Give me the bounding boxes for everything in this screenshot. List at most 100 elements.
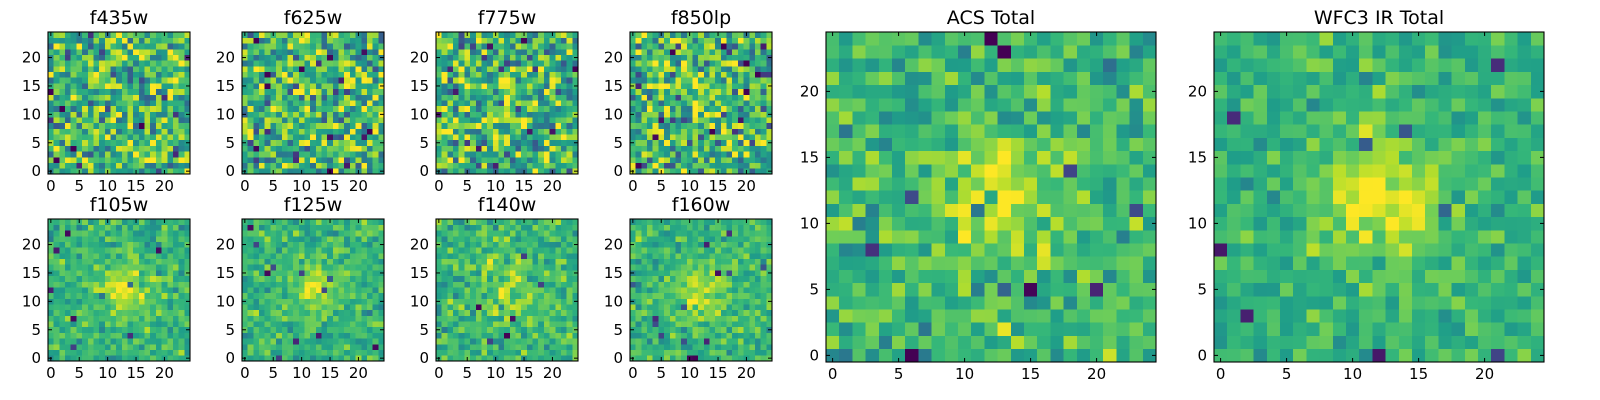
- heatmap-cell: [692, 292, 699, 299]
- heatmap-cell: [555, 83, 562, 90]
- heatmap-cell: [287, 134, 294, 141]
- heatmap-cell: [264, 71, 271, 78]
- heatmap-cell: [59, 168, 66, 175]
- heatmap-cell: [144, 338, 151, 345]
- heatmap-cell: [675, 287, 682, 294]
- heatmap-cell: [526, 49, 533, 56]
- heatmap-cell: [526, 71, 533, 78]
- heatmap-cell: [259, 145, 266, 152]
- heatmap-cell: [59, 145, 66, 152]
- heatmap-cell: [355, 37, 362, 44]
- heatmap-cell: [259, 77, 266, 84]
- heatmap-cell: [681, 292, 688, 299]
- heatmap-cell: [436, 117, 442, 124]
- heatmap-cell: [259, 275, 266, 282]
- heatmap-cell: [298, 139, 305, 146]
- heatmap-cell: [532, 241, 539, 248]
- heatmap-cell: [167, 139, 174, 146]
- heatmap-cell: [293, 66, 300, 73]
- heatmap-cell: [458, 83, 465, 90]
- heatmap-cell: [475, 224, 482, 231]
- heatmap-cell: [150, 37, 157, 44]
- heatmap-cell: [464, 304, 471, 311]
- heatmap-cell: [681, 151, 688, 158]
- heatmap-cell: [504, 162, 511, 169]
- heatmap-cell: [555, 343, 562, 350]
- heatmap-cell: [504, 43, 511, 50]
- heatmap-cell: [509, 122, 516, 129]
- heatmap-cell: [355, 258, 362, 265]
- heatmap-cell: [441, 287, 448, 294]
- heatmap-cell: [259, 355, 266, 362]
- heatmap-cell: [344, 270, 351, 277]
- heatmap-cell: [686, 309, 693, 316]
- heatmap-cell: [99, 230, 106, 237]
- heatmap-cell: [686, 37, 693, 44]
- heatmap-cell: [104, 37, 111, 44]
- heatmap-cell: [93, 128, 100, 135]
- heatmap-cell: [549, 241, 556, 248]
- heatmap-cell: [521, 304, 528, 311]
- heatmap-cell: [481, 326, 488, 333]
- heatmap-cell: [65, 326, 72, 333]
- heatmap-cell: [538, 304, 545, 311]
- heatmap-cell: [184, 349, 191, 356]
- heatmap-cell: [475, 219, 482, 225]
- heatmap-cell: [675, 309, 682, 316]
- heatmap-cell: [532, 247, 539, 254]
- heatmap-cell: [133, 111, 140, 118]
- heatmap-cell: [349, 100, 356, 107]
- heatmap-cell: [630, 77, 636, 84]
- heatmap-cell: [475, 54, 482, 61]
- heatmap-cell: [99, 281, 106, 288]
- heatmap-cell: [59, 156, 66, 163]
- heatmap-cell: [116, 236, 123, 243]
- heatmap-cell: [504, 60, 511, 67]
- heatmap-cell: [172, 258, 179, 265]
- heatmap-cell: [242, 264, 248, 271]
- heatmap-cell: [110, 66, 117, 73]
- heatmap-cell: [247, 349, 254, 356]
- heatmap-cell: [327, 287, 334, 294]
- heatmap-cell: [281, 83, 288, 90]
- heatmap-cell: [59, 343, 66, 350]
- heatmap-cell: [441, 241, 448, 248]
- heatmap-cell: [293, 224, 300, 231]
- heatmap-cell: [669, 343, 676, 350]
- heatmap-cell: [355, 54, 362, 61]
- heatmap-cell: [504, 332, 511, 339]
- heatmap-cell: [754, 43, 761, 50]
- heatmap-cell: [332, 315, 339, 322]
- heatmap-cell: [99, 258, 106, 265]
- heatmap-cell: [304, 77, 311, 84]
- heatmap-cell: [453, 304, 460, 311]
- heatmap-cell: [121, 230, 128, 237]
- heatmap-cell: [487, 88, 494, 95]
- heatmap-cell: [121, 236, 128, 243]
- heatmap-cell: [658, 287, 665, 294]
- heatmap-cell: [737, 168, 744, 175]
- heatmap-cell: [515, 111, 522, 118]
- heatmap-cell: [658, 281, 665, 288]
- heatmap-cell: [487, 94, 494, 101]
- heatmap-cell: [70, 77, 77, 84]
- x-tick-label: 10: [98, 177, 117, 195]
- heatmap-cell: [127, 162, 134, 169]
- heatmap-cell: [692, 168, 699, 175]
- heatmap-cell: [150, 168, 157, 175]
- heatmap-cell: [304, 309, 311, 316]
- heatmap-cell: [641, 156, 648, 163]
- heatmap-cell: [487, 122, 494, 129]
- heatmap-cell: [686, 338, 693, 345]
- heatmap-cell: [521, 298, 528, 305]
- heatmap-cell: [116, 321, 123, 328]
- heatmap-cell: [532, 37, 539, 44]
- heatmap-cell: [167, 134, 174, 141]
- heatmap-cell: [366, 66, 373, 73]
- heatmap-cell: [133, 264, 140, 271]
- heatmap-cell: [121, 145, 128, 152]
- heatmap-cell: [498, 315, 505, 322]
- heatmap-cell: [355, 94, 362, 101]
- heatmap-cell: [99, 71, 106, 78]
- heatmap-cell: [458, 292, 465, 299]
